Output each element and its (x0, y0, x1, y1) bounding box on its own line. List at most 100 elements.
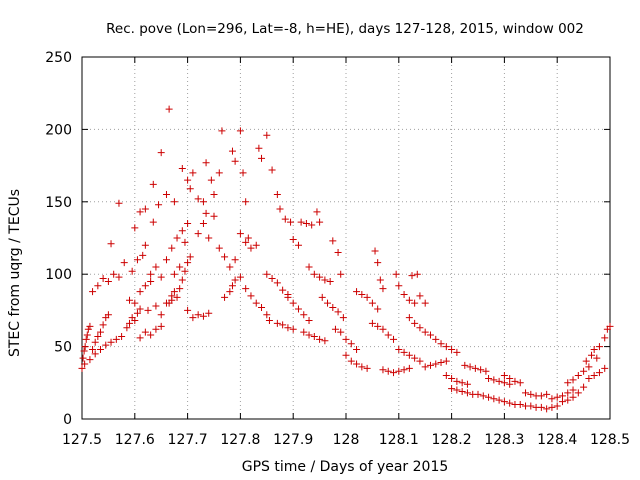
data-point (368, 319, 376, 327)
data-point (263, 131, 271, 139)
data-point (126, 319, 134, 327)
data-point (236, 273, 244, 281)
data-point (342, 335, 350, 343)
data-point (268, 275, 276, 283)
data-point (321, 276, 329, 284)
data-point (495, 396, 503, 404)
data-point (126, 296, 134, 304)
data-point (413, 270, 421, 278)
data-point (442, 372, 450, 380)
data-point (371, 247, 379, 255)
data-point (511, 377, 519, 385)
data-point (136, 305, 144, 313)
data-point (118, 332, 126, 340)
data-point (601, 364, 609, 372)
data-point (458, 379, 466, 387)
data-point (347, 340, 355, 348)
data-point (231, 157, 239, 165)
data-point (221, 293, 229, 301)
data-point (477, 366, 485, 374)
data-point (91, 338, 99, 346)
data-point (228, 282, 236, 290)
data-point (506, 374, 514, 382)
data-point (279, 321, 287, 329)
data-point (329, 237, 337, 245)
data-point (580, 367, 588, 375)
data-point (585, 363, 593, 371)
data-point (374, 322, 382, 330)
data-point (437, 359, 445, 367)
data-point (300, 328, 308, 336)
data-point (442, 343, 450, 351)
data-point (289, 235, 297, 243)
data-point (606, 322, 614, 330)
data-point (242, 198, 250, 206)
x-axis-label: GPS time / Days of year 2015 (242, 459, 449, 475)
data-point (585, 374, 593, 382)
data-point (580, 383, 588, 391)
data-point (347, 357, 355, 365)
data-point (176, 263, 184, 271)
data-point (353, 360, 361, 368)
chart-title: Rec. pove (Lon=296, Lat=-8, h=HE), days … (106, 21, 584, 37)
data-point (239, 169, 247, 177)
data-point (120, 259, 128, 267)
data-point (485, 393, 493, 401)
data-point (321, 337, 329, 345)
data-point (231, 256, 239, 264)
data-point (289, 299, 297, 307)
data-point (300, 311, 308, 319)
data-point (294, 305, 302, 313)
data-point (268, 166, 276, 174)
data-point (461, 361, 469, 369)
data-point (189, 169, 197, 177)
x-tick-label: 128 (333, 432, 360, 448)
data-point (395, 282, 403, 290)
data-point (165, 299, 173, 307)
data-point (374, 305, 382, 313)
data-point (155, 201, 163, 209)
data-point (400, 348, 408, 356)
data-point (310, 332, 318, 340)
data-point (215, 169, 223, 177)
data-point (263, 311, 271, 319)
data-point (593, 354, 601, 362)
data-point (384, 367, 392, 375)
data-point (258, 154, 266, 162)
data-point (548, 403, 556, 411)
data-point (221, 253, 229, 261)
data-point (405, 364, 413, 372)
data-point (255, 144, 263, 152)
data-point (310, 270, 318, 278)
data-point (358, 363, 366, 371)
data-point (263, 270, 271, 278)
data-point (157, 311, 165, 319)
data-point (152, 302, 160, 310)
data-point (334, 308, 342, 316)
data-point (80, 347, 88, 355)
data-point (170, 270, 178, 278)
data-point (110, 270, 118, 278)
data-point (236, 127, 244, 135)
data-point (405, 351, 413, 359)
data-point (485, 374, 493, 382)
data-point (353, 345, 361, 353)
data-point (86, 356, 94, 364)
data-point (458, 387, 466, 395)
data-point (181, 267, 189, 275)
data-point (139, 251, 147, 259)
data-point (506, 399, 514, 407)
data-point (588, 351, 596, 359)
data-point (374, 259, 382, 267)
data-point (426, 331, 434, 339)
data-point (421, 363, 429, 371)
data-point (432, 335, 440, 343)
data-point (131, 299, 139, 307)
axis-ticks (81, 56, 611, 420)
data-point (82, 335, 90, 343)
data-point (178, 164, 186, 172)
data-point (590, 372, 598, 380)
data-point (149, 180, 157, 188)
data-point (400, 366, 408, 374)
data-point (442, 357, 450, 365)
